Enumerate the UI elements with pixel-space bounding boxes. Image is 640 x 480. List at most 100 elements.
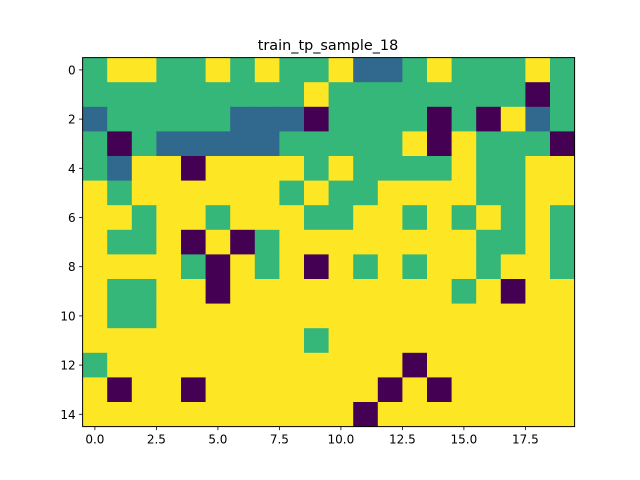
heatmap-cell [451,352,477,378]
heatmap-cell [230,82,256,108]
heatmap-cell [451,279,477,304]
heatmap-cell [377,377,403,403]
heatmap-cell [82,303,108,329]
heatmap-cell [476,377,502,403]
heatmap-cell [181,352,206,378]
y-tick-label: 0 [68,63,76,77]
heatmap-cell [131,303,157,329]
heatmap-cell [230,106,256,132]
heatmap-cell [181,82,206,108]
y-tick-label: 4 [68,162,76,176]
heatmap-cell [500,106,526,132]
heatmap-cell [550,377,575,403]
heatmap-cell [181,303,206,329]
heatmap-cell [107,352,133,378]
heatmap-cell [131,279,157,304]
heatmap-cell [131,180,157,206]
heatmap-cell [279,106,305,132]
heatmap-cell [156,82,182,108]
heatmap-cell [550,57,575,83]
heatmap-cell [451,180,477,206]
heatmap-cell [402,156,428,181]
heatmap-cell [205,377,231,403]
y-axis: 0 2 4 6 8 10 12 14 [60,63,83,422]
heatmap-cell [156,180,182,206]
heatmap-cell [427,328,452,354]
heatmap-cell [550,279,575,304]
heatmap-cell [82,205,108,231]
heatmap-cell [427,82,452,108]
heatmap-cell [131,352,157,378]
heatmap-cell [156,377,182,403]
heatmap-cell [131,57,157,83]
heatmap-cell [500,131,526,157]
heatmap-cell [525,402,551,427]
heatmap-cell [254,254,280,280]
heatmap-cell [131,402,157,427]
heatmap-cell [377,82,403,108]
heatmap-cell [82,57,108,83]
heatmap-cell [353,106,379,132]
heatmap-cell [304,377,329,403]
heatmap-cell [402,106,428,132]
heatmap-cell [131,131,157,157]
heatmap-cell [377,156,403,181]
plot-frame [82,57,576,428]
y-tick-label: 10 [60,309,75,323]
heatmap-cell [304,106,329,132]
heatmap-cell [156,402,182,427]
heatmap-cell [107,180,133,206]
heatmap-cell [254,131,280,157]
heatmap-cell [230,205,256,231]
heatmap-cell [82,82,108,108]
heatmap-cell [279,279,305,304]
heatmap-cell [377,205,403,231]
chart-title: train_tp_sample_18 [258,38,399,54]
heatmap-cell [451,377,477,403]
heatmap-cell [205,180,231,206]
heatmap-cell [156,352,182,378]
heatmap-cell [254,402,280,427]
heatmap-cell [279,156,305,181]
heatmap-cells [82,57,575,427]
heatmap-cell [107,131,133,157]
heatmap-cell [476,205,502,231]
heatmap-cell [353,82,379,108]
heatmap-cell [82,156,108,181]
heatmap-cell [476,82,502,108]
heatmap-cell [500,180,526,206]
heatmap-cell [402,229,428,255]
heatmap-cell [328,279,354,304]
heatmap-cell [525,254,551,280]
heatmap-cell [353,205,379,231]
heatmap-cell [304,402,329,427]
heatmap-cell [254,303,280,329]
heatmap-cell [377,352,403,378]
heatmap-cell [500,229,526,255]
x-tick-label: 10.0 [328,433,355,447]
heatmap-cell [254,229,280,255]
heatmap-cell [254,82,280,108]
heatmap-cell [131,229,157,255]
heatmap-cell [205,352,231,378]
heatmap-cell [451,82,477,108]
heatmap-cell [131,106,157,132]
heatmap-cell [304,82,329,108]
heatmap-cell [402,180,428,206]
heatmap-cell [402,254,428,280]
heatmap-cell [230,131,256,157]
heatmap-cell [402,131,428,157]
heatmap-cell [427,57,452,83]
heatmap-cell [230,402,256,427]
heatmap-cell [353,156,379,181]
heatmap-cell [230,303,256,329]
heatmap-cell [353,303,379,329]
y-tick-label: 14 [60,408,75,422]
heatmap-cell [328,229,354,255]
heatmap-cell [279,180,305,206]
heatmap-cell [500,279,526,304]
heatmap-cell [304,57,329,83]
x-tick-label: 7.5 [270,433,289,447]
heatmap-cell [377,328,403,354]
heatmap-cell [279,229,305,255]
